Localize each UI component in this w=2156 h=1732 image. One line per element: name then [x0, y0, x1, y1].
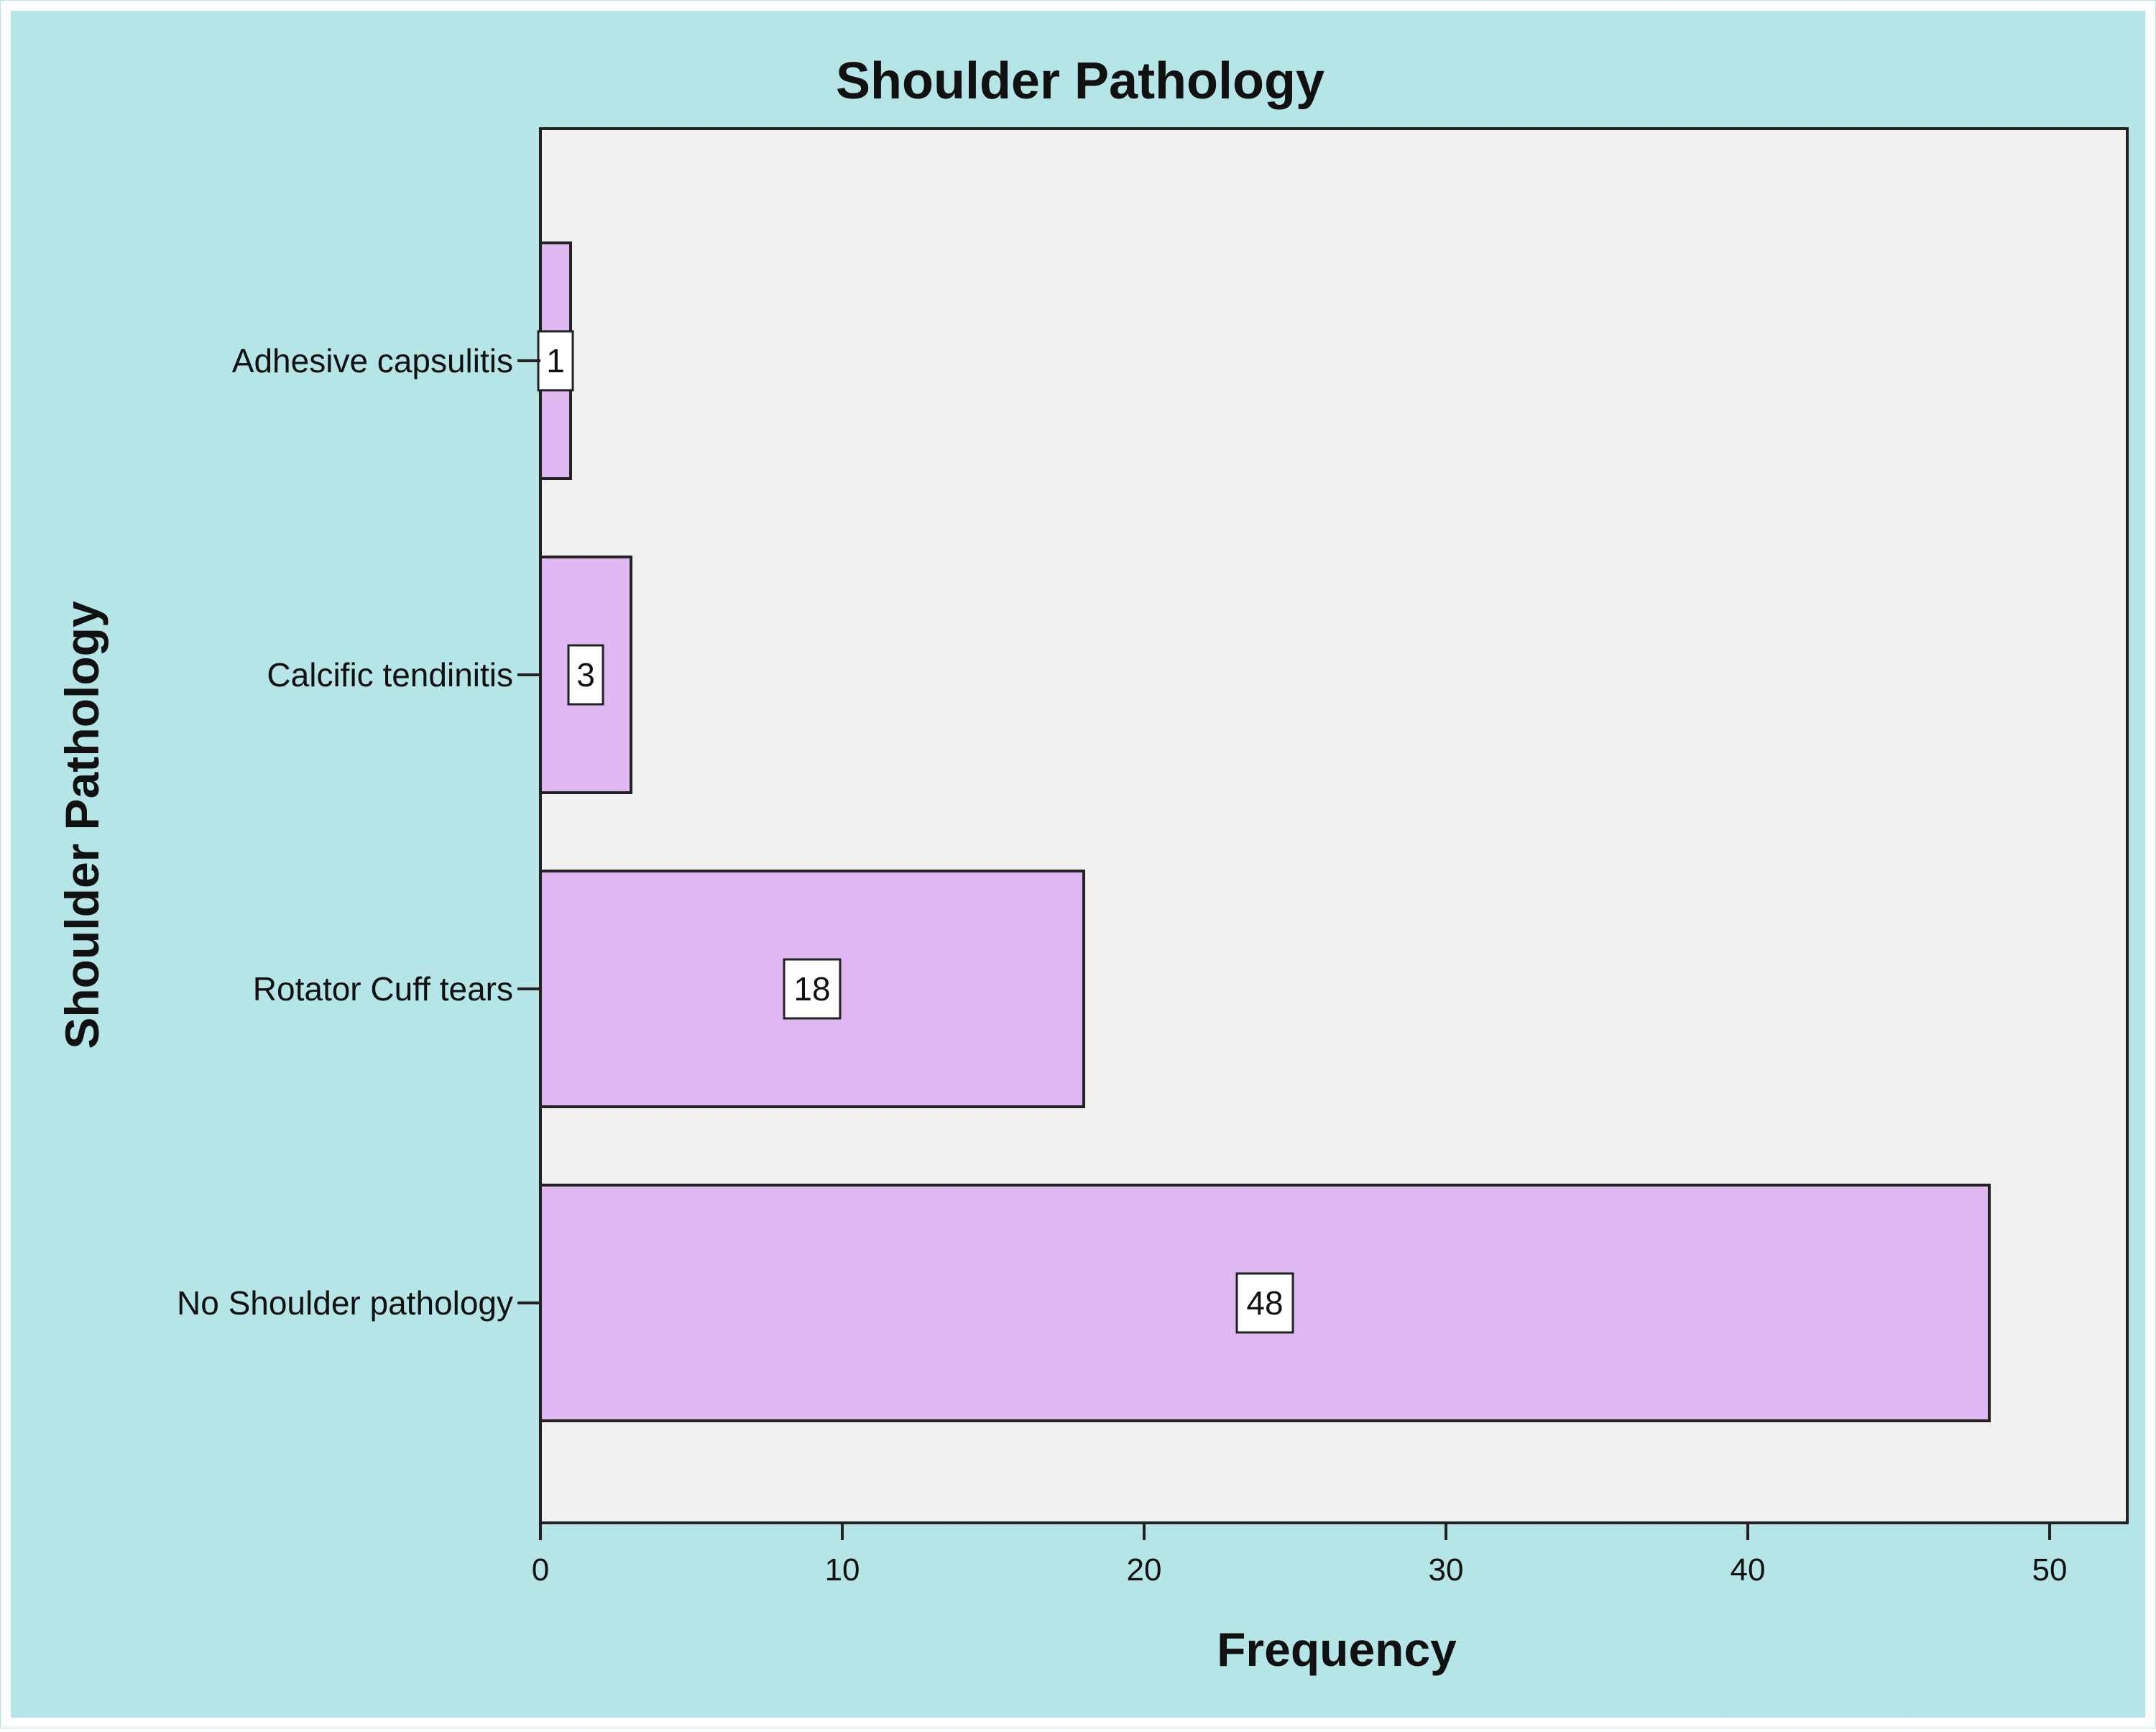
- y-axis-title: Shoulder Pathology: [55, 601, 109, 1049]
- bars-layer: 1 3 18 48: [537, 241, 1991, 1422]
- x-tick-label-40: 40: [1731, 1552, 1766, 1588]
- data-label-rotator-cuff-tears: 18: [793, 970, 830, 1008]
- category-label-rotator-cuff-tears: Rotator Cuff tears: [253, 970, 513, 1008]
- data-label-adhesive-capsulitis: 1: [546, 342, 565, 379]
- x-axis-title: Frequency: [1217, 1623, 1457, 1676]
- category-label-adhesive-capsulitis: Adhesive capsulitis: [232, 342, 513, 379]
- data-label-calcific-tendinitis: 3: [576, 656, 595, 694]
- category-axis: Adhesive capsulitis Calcific tendinitis Ro…: [177, 342, 540, 1322]
- chart-title: Shoulder Pathology: [836, 52, 1325, 110]
- x-tick-label-30: 30: [1429, 1552, 1464, 1588]
- data-label-box: [567, 644, 604, 706]
- x-tick-label-0: 0: [532, 1552, 549, 1588]
- data-label-box: [537, 330, 574, 392]
- category-label-calcific-tendinitis: Calcific tendinitis: [267, 656, 513, 694]
- data-label-no-shoulder-pathology: 48: [1246, 1284, 1283, 1322]
- data-label-box: [1235, 1272, 1294, 1334]
- category-label-no-shoulder-pathology: No Shoulder pathology: [177, 1284, 513, 1322]
- data-label-box: [783, 958, 842, 1020]
- x-tick-label-50: 50: [2032, 1552, 2068, 1588]
- value-axis: 0 10 20 30 40 50: [532, 1523, 2068, 1588]
- x-tick-label-20: 20: [1127, 1552, 1162, 1588]
- x-tick-label-10: 10: [825, 1552, 860, 1588]
